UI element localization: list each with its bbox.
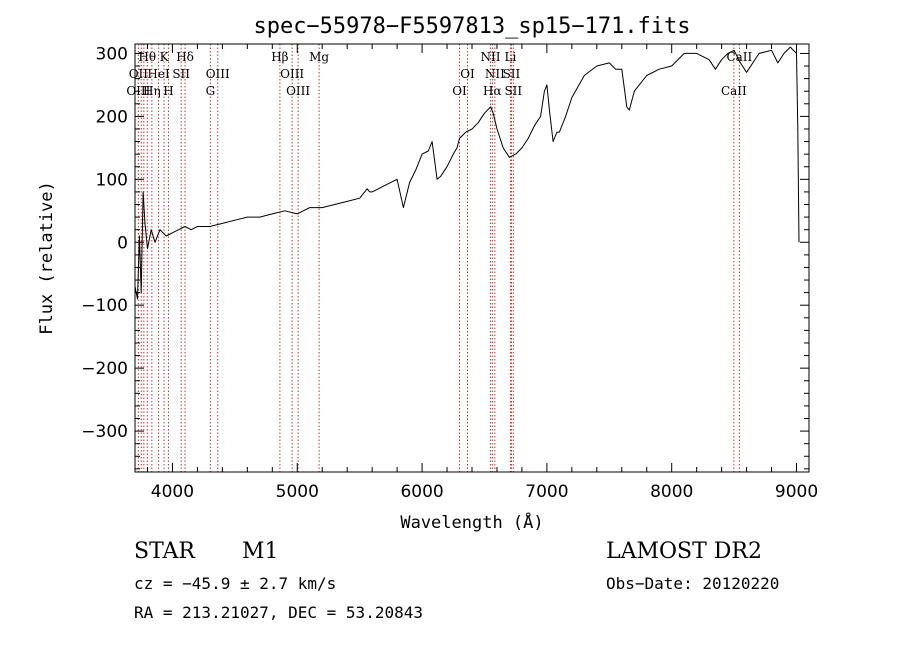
x-tick-label: 8000 <box>650 482 693 502</box>
spectral-line-label: G <box>206 84 216 98</box>
x-axis-label: Wavelength (Å) <box>400 511 543 533</box>
plot-frame <box>134 43 810 473</box>
y-tick-label: 0 <box>117 233 128 253</box>
survey-name: LAMOST DR2 <box>606 539 762 564</box>
object-type: STAR <box>134 539 195 564</box>
spectral-line-label: K <box>160 50 170 64</box>
y-tick-label: −100 <box>81 296 128 316</box>
spectral-line-label: SII <box>172 67 190 81</box>
y-tick-label: −300 <box>81 422 128 442</box>
spectral-line-label: Li <box>505 50 517 64</box>
object-subclass: M1 <box>242 539 279 564</box>
spectral-line-label: CaII <box>726 50 752 64</box>
spectral-line-label: Hη <box>143 84 161 98</box>
spectral-line-label: OIII <box>206 67 230 81</box>
spectral-line-label: OI <box>452 84 467 98</box>
y-tick-label: 100 <box>96 170 128 190</box>
spectral-line-label: H <box>163 84 173 98</box>
spectral-line-label: Hβ <box>271 50 288 64</box>
spectral-line-markers <box>137 44 740 472</box>
x-tick-label: 4000 <box>151 482 194 502</box>
spectral-line-label: OII <box>129 67 149 81</box>
x-tick-label: 5000 <box>276 482 319 502</box>
x-axis: 4000 5000 6000 7000 8000 9000 <box>146 44 818 502</box>
spectral-line-label: CaII <box>721 84 747 98</box>
spectrum-series <box>134 46 800 300</box>
sky-coordinates: RA = 213.21027, DEC = 53.20843 <box>134 603 423 622</box>
redshift-velocity: cz = −45.9 ± 2.7 km/s <box>134 574 337 593</box>
chart-title: spec−55978−F5597813_sp15−171.fits <box>253 14 690 39</box>
x-tick-label: 9000 <box>775 482 818 502</box>
spectral-line-label: OIII <box>286 84 310 98</box>
y-axis-label: Flux (relative) <box>37 181 57 335</box>
y-axis: 300 200 100 0 −100 −200 −300 <box>81 44 809 470</box>
observation-date: Obs−Date: 20120220 <box>606 574 780 593</box>
y-tick-label: 300 <box>96 44 128 64</box>
x-tick-label: 6000 <box>400 482 443 502</box>
spectral-line-label: Hδ <box>176 50 194 64</box>
spectrum-line <box>134 46 800 300</box>
spectral-line-label: NII <box>480 50 500 64</box>
spectral-line-label: Hθ <box>138 50 156 64</box>
spectral-line-label: NII <box>485 67 505 81</box>
spectral-line-label: SII <box>504 84 522 98</box>
y-tick-label: −200 <box>81 359 128 379</box>
spectral-line-label: Mg <box>309 50 329 64</box>
y-tick-label: 200 <box>96 107 128 127</box>
spectral-line-label: Hα <box>483 84 502 98</box>
spectral-line-label: OI <box>460 67 475 81</box>
spectral-line-label: HeI <box>147 67 170 81</box>
x-tick-label: 7000 <box>525 482 568 502</box>
spectral-line-label: OIII <box>280 67 304 81</box>
spectral-line-label: SII <box>503 67 521 81</box>
